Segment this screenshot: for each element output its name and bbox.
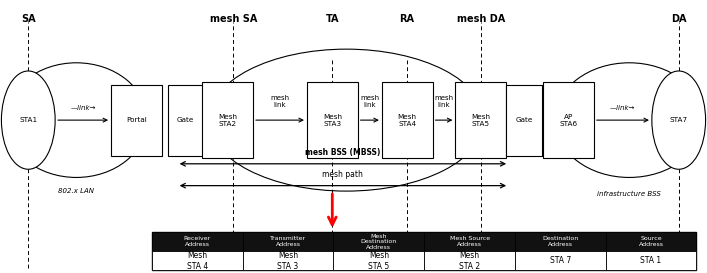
Text: AP
STA6: AP STA6	[559, 114, 578, 127]
Text: Mesh
STA2: Mesh STA2	[218, 114, 237, 127]
Text: Transmitter
Address: Transmitter Address	[270, 236, 306, 247]
Text: mesh
link: mesh link	[360, 94, 380, 108]
Ellipse shape	[209, 49, 484, 191]
Text: Receiver
Address: Receiver Address	[184, 236, 211, 247]
Text: Mesh Source
Address: Mesh Source Address	[450, 236, 490, 247]
FancyBboxPatch shape	[152, 232, 243, 251]
Text: Gate: Gate	[515, 117, 532, 123]
FancyBboxPatch shape	[152, 232, 696, 270]
Text: mesh SA: mesh SA	[209, 14, 257, 24]
Ellipse shape	[652, 71, 706, 169]
FancyBboxPatch shape	[543, 82, 594, 158]
Text: mesh DA: mesh DA	[457, 14, 505, 24]
FancyBboxPatch shape	[606, 251, 696, 270]
FancyBboxPatch shape	[424, 232, 515, 251]
Text: Gate: Gate	[177, 117, 194, 123]
FancyBboxPatch shape	[606, 232, 696, 251]
Text: Source
Address: Source Address	[638, 236, 664, 247]
Text: DA: DA	[671, 14, 686, 24]
Text: STA7: STA7	[670, 117, 688, 123]
Text: Mesh
STA 2: Mesh STA 2	[459, 251, 480, 271]
Text: infrastructure BSS: infrastructure BSS	[597, 191, 661, 197]
FancyBboxPatch shape	[202, 82, 253, 158]
FancyBboxPatch shape	[334, 251, 424, 270]
FancyBboxPatch shape	[243, 232, 334, 251]
Text: SA: SA	[21, 14, 35, 24]
Text: STA 1: STA 1	[641, 256, 662, 265]
Text: RA: RA	[399, 14, 414, 24]
FancyBboxPatch shape	[243, 251, 334, 270]
Text: mesh
link: mesh link	[270, 94, 290, 108]
FancyBboxPatch shape	[152, 251, 243, 270]
FancyBboxPatch shape	[334, 232, 424, 251]
FancyBboxPatch shape	[382, 82, 433, 158]
Text: Mesh
STA5: Mesh STA5	[472, 114, 490, 127]
FancyBboxPatch shape	[506, 85, 542, 156]
Text: —link→: —link→	[610, 105, 636, 111]
Ellipse shape	[555, 63, 703, 177]
FancyBboxPatch shape	[111, 85, 162, 156]
Text: mesh BSS (MBSS): mesh BSS (MBSS)	[305, 148, 380, 157]
Text: STA 7: STA 7	[549, 256, 571, 265]
FancyBboxPatch shape	[168, 85, 203, 156]
Text: Portal: Portal	[126, 117, 147, 123]
Text: TA: TA	[325, 14, 339, 24]
Text: Mesh
STA 3: Mesh STA 3	[277, 251, 299, 271]
FancyBboxPatch shape	[455, 82, 506, 158]
FancyBboxPatch shape	[424, 251, 515, 270]
Text: —link→: —link→	[71, 105, 96, 111]
Text: Mesh
Destination
Address: Mesh Destination Address	[361, 233, 397, 250]
Text: Mesh
STA 4: Mesh STA 4	[187, 251, 208, 271]
Text: Mesh
STA4: Mesh STA4	[398, 114, 416, 127]
Text: Destination
Address: Destination Address	[542, 236, 578, 247]
Text: mesh
link: mesh link	[434, 94, 454, 108]
FancyBboxPatch shape	[307, 82, 358, 158]
Ellipse shape	[1, 71, 55, 169]
Text: Mesh
STA3: Mesh STA3	[323, 114, 341, 127]
Text: mesh path: mesh path	[322, 170, 363, 179]
FancyBboxPatch shape	[515, 232, 606, 251]
Text: Mesh
STA 5: Mesh STA 5	[368, 251, 390, 271]
Ellipse shape	[6, 63, 147, 177]
FancyBboxPatch shape	[515, 251, 606, 270]
Text: 802.x LAN: 802.x LAN	[59, 188, 94, 194]
Text: STA1: STA1	[19, 117, 37, 123]
